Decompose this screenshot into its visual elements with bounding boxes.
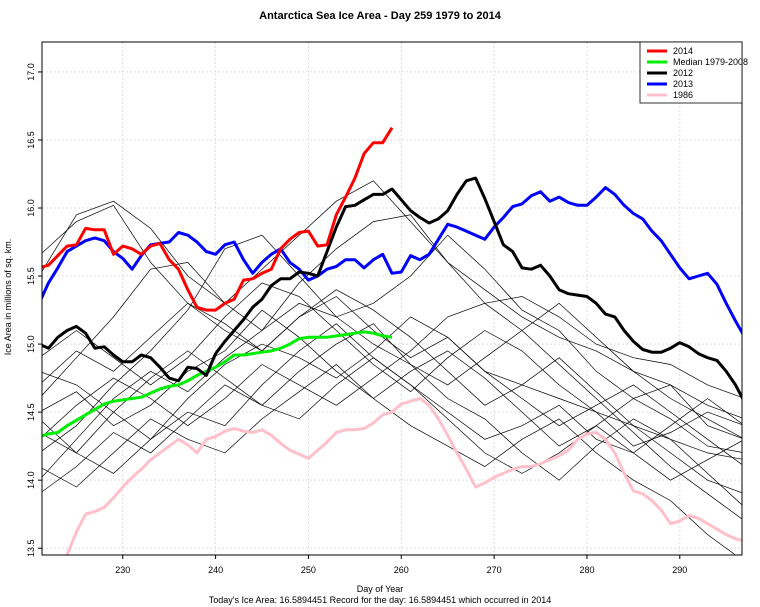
other-year-line [42, 316, 742, 465]
other-year-line [42, 302, 742, 478]
other-year-line [42, 204, 742, 460]
other-year-line [42, 323, 742, 506]
y-tick-label: 14.0 [26, 471, 36, 489]
grid [42, 42, 742, 555]
other-year-line [42, 214, 742, 398]
other-year-line [42, 350, 742, 481]
x-tick-label: 250 [301, 565, 316, 575]
y-tick-label: 15.5 [26, 267, 36, 285]
x-axis-ticks: 230 240 250 260 270 280 290 [115, 555, 687, 575]
x-axis-label: Day of Year [356, 584, 404, 594]
x-tick-label: 270 [487, 565, 502, 575]
x-tick-label: 290 [672, 565, 687, 575]
other-year-line [42, 309, 742, 453]
other-year-line [42, 302, 742, 520]
legend-label: 2013 [673, 79, 693, 89]
y-tick-label: 16.5 [26, 131, 36, 149]
other-year-line [42, 282, 742, 447]
x-tick-label: 280 [579, 565, 594, 575]
x-tick-label: 230 [115, 565, 130, 575]
y-axis-ticks: 13.5 14.0 14.5 15.0 15.5 16.0 16.5 17.0 [26, 63, 42, 557]
other-year-line [42, 234, 742, 452]
series-line-1986 [65, 397, 742, 555]
chart-subtitle: Today's Ice Area: 16.5894451 Record for … [208, 595, 552, 605]
y-tick-label: 13.5 [26, 539, 36, 557]
legend-label: 2012 [673, 68, 693, 78]
plot-frame [41, 41, 743, 556]
series-line-median-1979-2008 [42, 330, 393, 438]
series-line-2012 [42, 176, 742, 401]
chart-title: Antarctica Sea Ice Area - Day 259 1979 t… [259, 10, 501, 22]
highlighted-series [42, 126, 742, 555]
x-tick-label: 260 [394, 565, 409, 575]
x-tick-label: 240 [208, 565, 223, 575]
other-year-line [42, 180, 742, 419]
legend-label: 1986 [673, 90, 693, 100]
legend-label: Median 1979-2008 [673, 57, 748, 67]
y-tick-label: 17.0 [26, 63, 36, 81]
y-tick-label: 14.5 [26, 403, 36, 421]
other-years-lines [42, 180, 742, 555]
y-tick-label: 15.0 [26, 335, 36, 353]
legend-label: 2014 [673, 46, 693, 56]
y-tick-label: 16.0 [26, 199, 36, 217]
series-line-2013 [42, 186, 742, 336]
series-line-2014 [42, 126, 394, 312]
other-year-line [42, 289, 742, 494]
